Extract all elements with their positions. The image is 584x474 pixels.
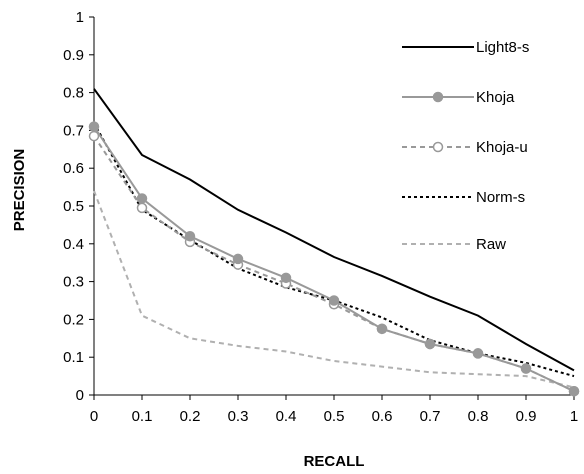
x-tick-label: 0.6	[372, 408, 393, 425]
y-tick-label: 1	[76, 9, 84, 26]
y-tick-label: 0.8	[63, 85, 84, 102]
legend-label-raw: Raw	[476, 236, 506, 253]
plot-area: 0 0.1 0.2 0.3 0.4 0.5 0.6 0.7 0.8 0.9 1 0 0.1 0.2 0.3 0…	[63, 9, 580, 425]
legend-marker-khoja-u	[432, 141, 444, 153]
data-point-khoja	[568, 385, 580, 397]
x-axis-label: RECALL	[304, 453, 365, 470]
x-tick-label: 0.9	[516, 408, 537, 425]
data-point-khoja	[328, 295, 340, 306]
series-line-khoja-u	[93, 135, 575, 393]
y-tick-label: 0.9	[63, 47, 84, 64]
series-line-raw	[93, 190, 575, 389]
series-line-light8-s	[93, 88, 575, 372]
legend-label-khoja-u: Khoja-u	[476, 139, 528, 156]
data-point-khoja	[136, 193, 148, 204]
legend-marker-khoja	[432, 91, 444, 103]
x-tick-label: 0.1	[132, 408, 153, 425]
y-tick-label: 0	[76, 387, 84, 404]
data-point-khoja	[472, 348, 484, 359]
y-tick-label: 0.1	[63, 349, 84, 366]
x-tick-label: 0	[90, 408, 98, 425]
x-tick-label: 1	[570, 408, 578, 425]
data-point-khoja	[424, 338, 436, 350]
x-tick-label: 0.7	[420, 408, 441, 425]
x-tick-label: 0.5	[324, 408, 345, 425]
y-tick-label: 0.5	[63, 198, 84, 215]
legend-label-khoja: Khoja	[476, 89, 515, 106]
x-tick-label: 0.4	[276, 408, 297, 425]
y-tick-label: 0.2	[63, 311, 84, 328]
data-point-khoja	[376, 323, 388, 335]
y-tick-label: 0.4	[63, 236, 84, 253]
y-tick-label: 0.6	[63, 160, 84, 177]
x-tick-label: 0.3	[228, 408, 249, 425]
data-point-khoja	[232, 253, 244, 265]
legend-label-light8-s: Light8-s	[476, 39, 529, 56]
data-point-khoja	[520, 363, 532, 374]
data-point-khoja	[280, 272, 292, 284]
data-point-khoja	[184, 230, 196, 242]
legend: Light8-s Khoja Khoja-u Norm-s Raw	[402, 39, 529, 253]
x-tick-label: 0.2	[180, 408, 201, 425]
y-tick-label: 0.3	[63, 274, 84, 291]
y-tick-label: 0.7	[63, 122, 84, 139]
y-axis-label: PRECISION	[11, 149, 28, 232]
data-point-khoja-u	[136, 202, 148, 214]
x-tick-label: 0.8	[468, 408, 489, 425]
legend-label-norm-s: Norm-s	[476, 189, 525, 206]
data-point-khoja	[88, 121, 100, 132]
